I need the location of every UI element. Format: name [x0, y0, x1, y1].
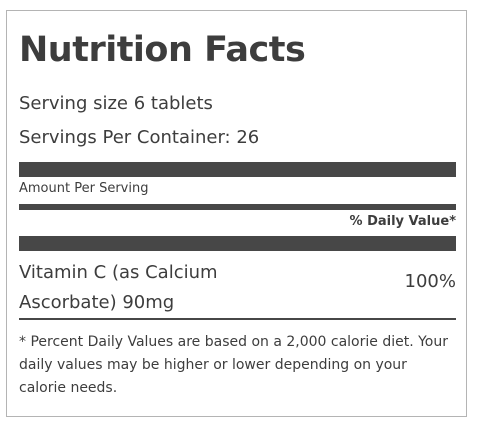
- serving-size: Serving size 6 tablets: [19, 93, 213, 114]
- daily-value-header: % Daily Value*: [349, 214, 456, 229]
- thick-divider-middle: [19, 236, 456, 251]
- servings-per-container: Servings Per Container: 26: [19, 127, 260, 148]
- nutrient-divider: [19, 318, 456, 320]
- nutrient-daily-value-vitamin-c: 100%: [404, 271, 456, 292]
- page-title: Nutrition Facts: [19, 30, 306, 70]
- thick-divider-top: [19, 162, 456, 177]
- nutrition-facts-panel: Nutrition Facts Serving size 6 tablets S…: [6, 10, 467, 417]
- nutrient-name-vitamin-c: Vitamin C (as Calcium Ascorbate) 90mg: [19, 262, 218, 313]
- footnote: * Percent Daily Values are based on a 2,…: [19, 334, 448, 396]
- thin-divider: [19, 204, 456, 210]
- amount-per-serving-label: Amount Per Serving: [19, 181, 149, 196]
